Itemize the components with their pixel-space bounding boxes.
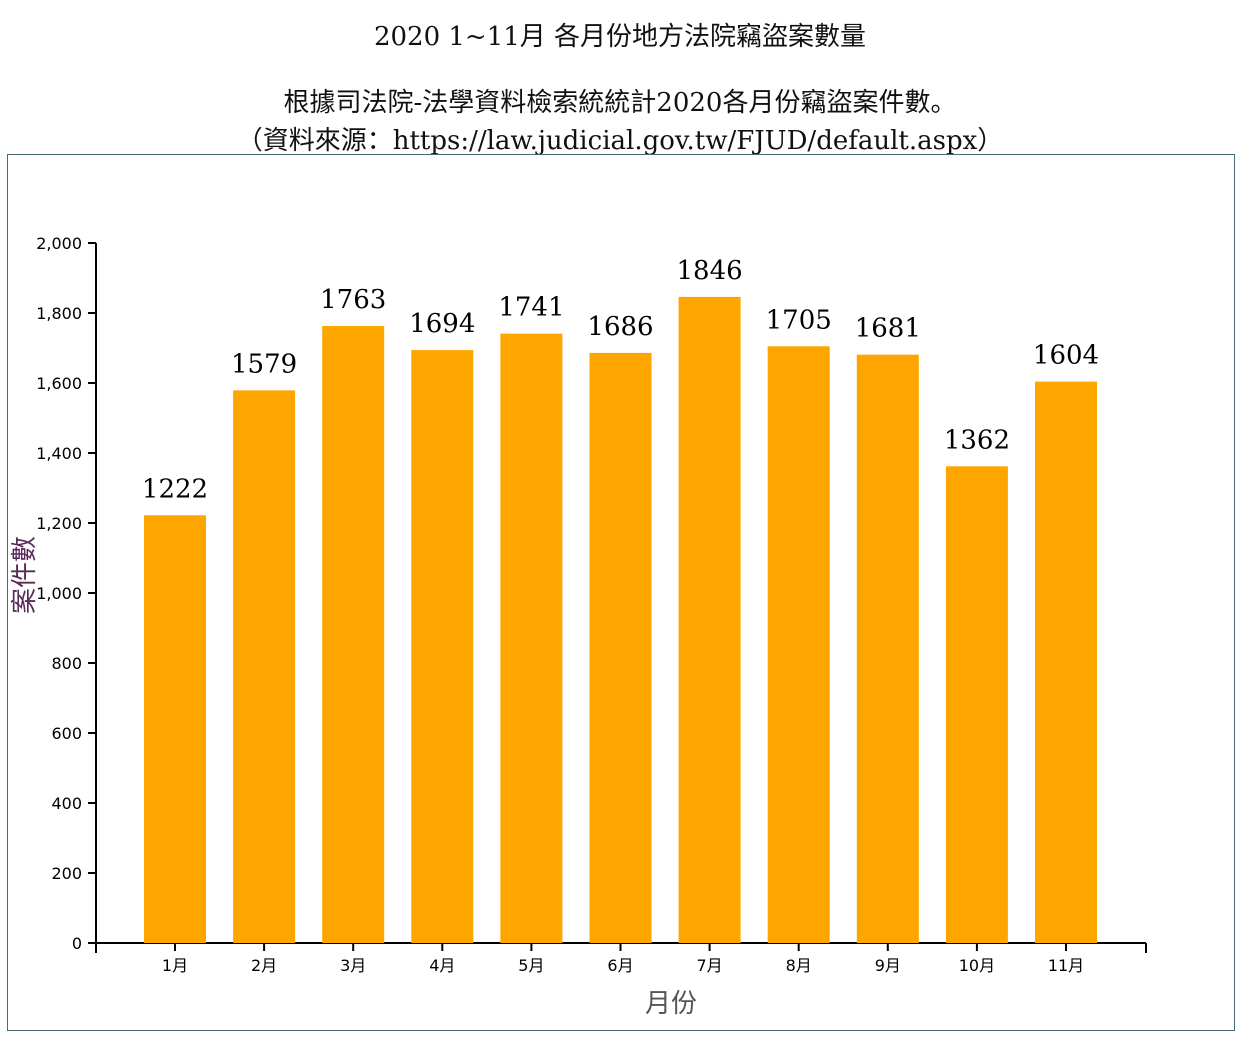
subtitle-line-1: 根據司法院-法學資料檢索統統計2020各月份竊盜案件數。	[283, 88, 957, 118]
bar	[144, 515, 206, 943]
y-tick-label: 800	[51, 654, 82, 673]
y-axis-title: 案件數	[10, 536, 40, 614]
x-tick-label: 5月	[518, 956, 544, 975]
data-label: 1579	[231, 349, 297, 379]
x-tick-label: 3月	[340, 956, 366, 975]
data-label: 1763	[320, 285, 386, 315]
subtitle-source-line: （資料來源：https://law.judicial.gov.tw/FJUD/d…	[236, 126, 1004, 156]
x-tick-label: 6月	[607, 956, 633, 975]
bar	[322, 325, 385, 943]
x-tick-label: 2月	[251, 956, 277, 975]
y-tick-label: 0	[72, 934, 82, 953]
x-tick-label: 8月	[786, 956, 812, 975]
data-label: 1705	[766, 305, 832, 335]
y-tick-label: 1,400	[36, 444, 82, 463]
x-tick-label: 11月	[1048, 956, 1084, 975]
bar	[678, 296, 741, 943]
data-label: 1604	[1033, 341, 1099, 371]
x-tick-label: 1月	[162, 956, 188, 975]
bar	[500, 333, 563, 943]
y-tick-label: 400	[51, 794, 82, 813]
bar	[233, 390, 296, 944]
y-tick-label: 1,200	[36, 514, 82, 533]
bar	[589, 352, 652, 943]
bar	[767, 346, 830, 943]
x-tick-label: 9月	[875, 956, 901, 975]
data-label: 1686	[587, 312, 653, 342]
x-axis-title: 月份	[645, 989, 697, 1019]
chart-frame	[7, 154, 1235, 1031]
bar	[945, 466, 1008, 943]
data-label: 1694	[409, 309, 475, 339]
bar	[856, 354, 919, 943]
x-tick-label: 4月	[429, 956, 455, 975]
data-label: 1681	[855, 314, 921, 344]
chart-title: 2020 1~11月 各月份地方法院竊盜案數量	[373, 22, 867, 52]
y-tick-label: 600	[51, 724, 82, 743]
x-tick-label: 7月	[697, 956, 723, 975]
y-tick-label: 200	[51, 864, 82, 883]
y-tick-label: 1,600	[36, 374, 82, 393]
data-label: 1362	[944, 425, 1010, 455]
bar	[411, 350, 474, 944]
bar	[1035, 381, 1097, 944]
data-label: 1846	[677, 256, 743, 286]
y-tick-label: 1,800	[36, 304, 82, 323]
y-tick-label: 1,000	[36, 584, 82, 603]
data-label: 1741	[498, 293, 564, 323]
y-tick-label: 2,000	[36, 234, 82, 253]
x-tick-label: 10月	[959, 956, 995, 975]
chart-subtitle: 根據司法院-法學資料檢索統統計2020各月份竊盜案件數。 （資料來源：https…	[0, 84, 1240, 160]
data-label: 1222	[142, 474, 208, 504]
